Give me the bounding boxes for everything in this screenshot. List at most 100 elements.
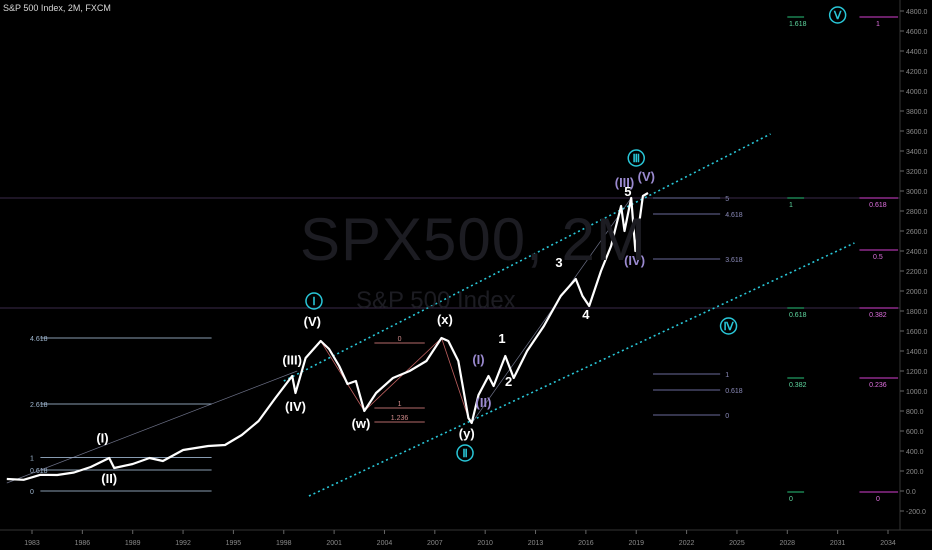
fib-left-label: 0 — [30, 489, 34, 496]
x-tick-label: 2019 — [628, 540, 644, 547]
fib-left-label: 4.618 — [30, 336, 48, 343]
y-tick-label: 600.0 — [906, 429, 924, 436]
zigzag-connector-line — [441, 337, 469, 419]
y-tick-label: 2200.0 — [906, 269, 928, 276]
fib-right-a-label: 4.618 — [725, 212, 743, 219]
wave-label[interactable]: (II) — [476, 395, 492, 410]
wave-label[interactable]: 5 — [624, 184, 631, 199]
wave-label[interactable]: (III) — [282, 353, 302, 368]
wave-trend-line[interactable] — [6, 370, 298, 484]
wave-label[interactable]: (w) — [352, 416, 371, 431]
wave-label[interactable]: (IV) — [285, 399, 306, 414]
x-tick-label: 1995 — [226, 540, 242, 547]
y-tick-label: 4400.0 — [906, 49, 928, 56]
x-tick-label: 2013 — [528, 540, 544, 547]
fib-right-a-label: 1 — [725, 372, 729, 379]
wave-circle-label[interactable]: Ⅲ — [632, 153, 640, 165]
trend-channel-line[interactable] — [283, 133, 771, 382]
y-tick-label: 0.0 — [906, 489, 916, 496]
horizontal-levels-layer — [0, 197, 900, 309]
x-tick-label: 2007 — [427, 540, 443, 547]
zigzag-connector-line — [320, 340, 365, 412]
fib-left-label: 2.618 — [30, 402, 48, 409]
wave-label[interactable]: (I) — [96, 431, 108, 446]
wave-label[interactable]: 3 — [555, 255, 562, 270]
fib-right-c-label: 1 — [876, 21, 880, 28]
price-series-line — [6, 192, 649, 481]
fib-right-c-label: 0.5 — [873, 254, 883, 261]
x-tick-label: 2025 — [729, 540, 745, 547]
wave-label[interactable]: (III) — [615, 175, 635, 190]
y-tick-label: 1200.0 — [906, 369, 928, 376]
fibonacci-layer[interactable]: 4.618 2.618 1 0.618 0 0 1 1.236 5 4.618 3.618 1 0.61… — [30, 16, 899, 503]
y-tick-label: 800.0 — [906, 409, 924, 416]
x-axis[interactable]: 1983 1986 1989 1992 1995 1998 2001 2004 2007 2010… — [0, 529, 932, 547]
y-tick-label: 3800.0 — [906, 109, 928, 116]
wave-circle-badge[interactable] — [828, 6, 847, 24]
fib-mid-label: 0 — [398, 336, 402, 343]
x-tick-label: 2004 — [377, 540, 393, 547]
fib-mid-label: 1.236 — [391, 415, 409, 422]
wave-circle-label[interactable]: Ⅱ — [462, 448, 467, 460]
y-tick-label: 200.0 — [906, 469, 924, 476]
y-tick-label: 1000.0 — [906, 389, 928, 396]
wave-label[interactable]: 1 — [498, 331, 505, 346]
fib-right-c-label: 0 — [876, 496, 880, 503]
wave-circle-badge[interactable] — [456, 444, 474, 462]
x-tick-label: 1983 — [24, 540, 40, 547]
wave-label[interactable]: (V) — [638, 169, 655, 184]
wave-label[interactable]: (I) — [472, 352, 484, 367]
watermark-symbol: SPX500, 2M — [300, 206, 647, 273]
y-tick-label: 400.0 — [906, 449, 924, 456]
fib-right-a-label: 0.618 — [725, 388, 743, 395]
x-tick-label: 2028 — [780, 540, 796, 547]
fib-left-label: 0.618 — [30, 468, 48, 475]
wave-label[interactable]: 2 — [505, 374, 512, 389]
fib-right-b-label: 0 — [789, 496, 793, 503]
wave-label[interactable]: (x) — [437, 312, 453, 327]
chart-header-title: S&P 500 Index, 2M, FXCM — [3, 3, 111, 13]
fib-right-c-label: 0.236 — [869, 382, 887, 389]
y-axis[interactable]: -200.0 0.0 200.0 400.0 600.0 800.0 1000.0 1200.… — [899, 0, 932, 530]
fib-right-a-label: 0 — [725, 413, 729, 420]
wave-label[interactable]: (II) — [101, 471, 117, 486]
y-tick-label: 3000.0 — [906, 189, 928, 196]
wave-circle-badge[interactable] — [719, 317, 738, 335]
wave-labels-layer[interactable]: (I) (II) (III) (IV) (V) (w) (x) (y) (I) (II) 1 2 3 4 5… — [96, 6, 847, 486]
y-axis-background — [900, 0, 932, 530]
y-tick-label: 2600.0 — [906, 229, 928, 236]
watermark-name: S&P 500 Index — [356, 287, 516, 314]
wave-circle-label[interactable]: Ⅰ — [312, 296, 315, 308]
y-tick-label: 3200.0 — [906, 169, 928, 176]
wave-label[interactable]: (V) — [304, 314, 321, 329]
wave-label[interactable]: 4 — [582, 307, 590, 322]
x-tick-label: 2010 — [477, 540, 493, 547]
y-tick-label: 1800.0 — [906, 309, 928, 316]
x-tick-label: 2022 — [679, 540, 695, 547]
y-tick-label: 1400.0 — [906, 349, 928, 356]
x-tick-label: 2001 — [326, 540, 342, 547]
y-tick-label: 4600.0 — [906, 29, 928, 36]
trend-channel-layer[interactable] — [6, 133, 855, 497]
fib-right-c-label: 0.618 — [869, 202, 887, 209]
fib-mid-label: 1 — [398, 401, 402, 408]
x-tick-label: 1998 — [276, 540, 292, 547]
fib-right-a-label: 3.618 — [725, 257, 743, 264]
y-tick-label: 4200.0 — [906, 69, 928, 76]
wave-circle-label[interactable]: Ⅴ — [833, 10, 842, 22]
wave-label[interactable]: (y) — [459, 426, 475, 441]
wave-circle-badge[interactable] — [627, 149, 645, 167]
price-series-layer — [6, 192, 649, 481]
y-tick-label: 3400.0 — [906, 149, 928, 156]
wave-circle-label[interactable]: Ⅳ — [723, 321, 734, 333]
y-tick-label: -200.0 — [906, 509, 926, 516]
y-tick-label: 2000.0 — [906, 289, 928, 296]
trend-channel-line[interactable] — [308, 242, 855, 497]
fib-right-b-label: 1.618 — [789, 21, 807, 28]
fib-right-b-label: 0.382 — [789, 382, 807, 389]
wave-label[interactable]: (IV) — [624, 253, 645, 268]
wave-circle-badge[interactable] — [305, 292, 323, 310]
y-tick-label: 1600.0 — [906, 329, 928, 336]
y-tick-label: 3600.0 — [906, 129, 928, 136]
